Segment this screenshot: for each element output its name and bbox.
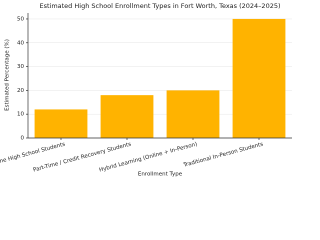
y-axis-label: Estimated Percentage (%) <box>5 39 11 111</box>
chart: Estimated High School Enrollment Types i… <box>0 2 292 178</box>
y-tick-label: 40 <box>17 40 24 46</box>
bar <box>34 109 88 138</box>
bar <box>166 90 220 138</box>
y-tick-label: 10 <box>17 112 24 118</box>
chart-title: Estimated High School Enrollment Types i… <box>39 2 280 10</box>
y-tick-label: 50 <box>17 16 24 22</box>
y-tick-label: 20 <box>17 88 24 94</box>
x-axis-label: Enrollment Type <box>138 172 183 178</box>
bar <box>232 18 286 139</box>
y-tick-label: 30 <box>17 64 24 70</box>
y-tick-label: 0 <box>21 136 25 142</box>
bar <box>100 95 154 138</box>
